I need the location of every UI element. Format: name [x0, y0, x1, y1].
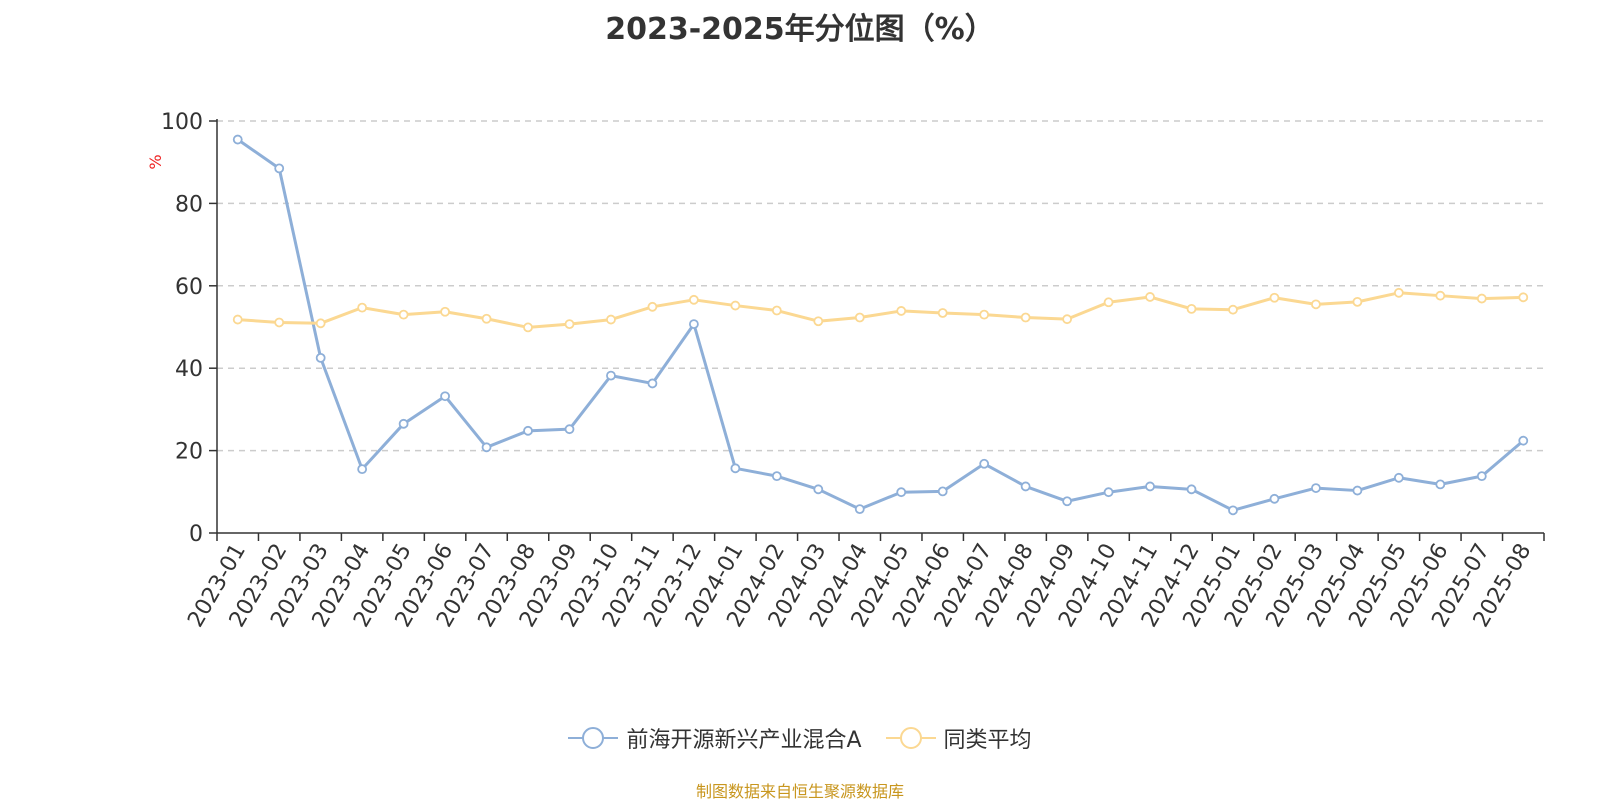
series-line-1: [237, 291, 1524, 329]
data-point-1: [1103, 297, 1114, 308]
data-point-1: [1062, 314, 1073, 325]
data-point-1: [1352, 296, 1363, 307]
data-point-0: [1062, 496, 1073, 507]
data-point-0: [564, 424, 575, 435]
data-point-1: [481, 313, 492, 324]
line-chart: 0204060801002023-012023-022023-032023-04…: [146, 110, 1545, 632]
data-point-1: [564, 319, 575, 330]
data-point-1: [771, 305, 782, 316]
data-point-0: [1393, 472, 1404, 483]
data-point-1: [896, 306, 907, 316]
legend-item-fund[interactable]: 前海开源新兴产业混合A: [568, 722, 862, 754]
data-point-0: [896, 487, 907, 498]
grid-lines: [217, 120, 1544, 452]
data-point-1: [1393, 287, 1404, 298]
data-point-0: [398, 418, 409, 429]
data-point-0: [357, 464, 368, 475]
data-point-1: [854, 312, 865, 323]
data-point-0: [1186, 484, 1197, 495]
y-tick-label: 60: [175, 275, 203, 300]
data-point-0: [1476, 471, 1487, 482]
legend-label-average: 同类平均: [943, 728, 1032, 753]
data-point-1: [1228, 304, 1238, 315]
data-point-1: [730, 300, 741, 311]
legend-item-average[interactable]: 同类平均: [885, 722, 1032, 754]
data-source-note: 制图数据来自恒生聚源数据库: [695, 782, 904, 801]
data-point-0: [937, 486, 948, 497]
data-point-1: [647, 301, 658, 312]
data-point-1: [979, 309, 990, 320]
y-tick-label: 40: [175, 357, 203, 382]
chart-title: 2023-2025年分位图（%）: [605, 12, 995, 47]
data-point-1: [357, 302, 368, 313]
legend-line-circle-icon: [885, 727, 936, 749]
data-point-1: [937, 308, 948, 318]
legend: 前海开源新兴产业混合A 同类平均: [0, 722, 1600, 754]
data-point-1: [1145, 292, 1155, 302]
data-point-0: [232, 134, 243, 145]
data-point-1: [315, 318, 326, 329]
data-point-0: [1518, 435, 1529, 446]
data-point-0: [315, 352, 326, 363]
legend-label-fund: 前海开源新兴产业混合A: [626, 728, 862, 753]
data-point-0: [1352, 485, 1363, 496]
data-point-0: [1435, 479, 1446, 490]
data-point-1: [1476, 293, 1487, 304]
data-point-0: [1020, 481, 1031, 492]
data-point-1: [232, 314, 243, 325]
data-point-1: [523, 322, 533, 333]
data-point-1: [398, 309, 409, 320]
data-point-0: [274, 163, 285, 174]
data-point-0: [523, 425, 533, 436]
data-point-1: [1269, 292, 1280, 303]
y-tick-label: 80: [175, 192, 203, 217]
y-tick-label: 0: [189, 522, 203, 547]
data-point-0: [481, 442, 492, 453]
data-point-1: [1020, 312, 1031, 323]
y-tick-label: 100: [161, 110, 203, 135]
data-point-1: [1518, 292, 1529, 303]
legend-line-circle-icon: [568, 727, 619, 749]
series-lines: [232, 134, 1529, 516]
data-point-0: [813, 484, 824, 495]
y-tick-label: 20: [175, 440, 203, 465]
data-point-0: [730, 463, 741, 474]
data-point-0: [979, 458, 990, 469]
data-point-1: [1311, 299, 1321, 310]
data-point-1: [440, 306, 450, 317]
data-point-0: [606, 370, 616, 381]
axes: 0204060801002023-012023-022023-032023-04…: [161, 110, 1545, 632]
data-point-1: [1186, 303, 1197, 314]
data-point-0: [1145, 481, 1155, 492]
data-point-1: [1435, 290, 1446, 301]
data-point-0: [647, 378, 658, 389]
data-point-1: [813, 316, 824, 327]
data-point-0: [1228, 505, 1238, 516]
data-point-0: [771, 471, 782, 482]
data-point-1: [688, 294, 699, 305]
data-point-1: [606, 314, 616, 325]
data-point-0: [1269, 493, 1280, 504]
data-point-0: [1311, 483, 1321, 493]
series-line-0: [236, 138, 1525, 512]
data-point-0: [854, 504, 865, 515]
data-point-0: [440, 391, 450, 402]
y-axis-label: %: [146, 154, 165, 169]
data-point-0: [1103, 487, 1114, 498]
data-point-0: [688, 319, 699, 330]
data-point-1: [274, 317, 285, 328]
